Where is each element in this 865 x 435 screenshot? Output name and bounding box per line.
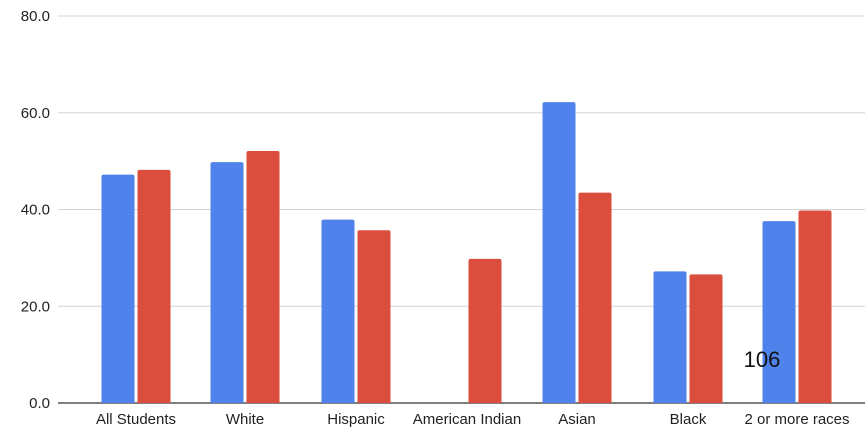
bar-series-1-all-students: [101, 174, 135, 403]
bar-series-2-black: [689, 274, 723, 403]
bar-series-1-hispanic: [321, 219, 355, 403]
y-tick-label: 60.0: [21, 105, 50, 122]
bar-series-1-2-or-more-races: [762, 221, 796, 403]
y-tick-label: 40.0: [21, 202, 50, 219]
y-tick-label: 0.0: [29, 395, 50, 412]
bar-series-1-black: [653, 271, 687, 403]
bar-series-2-white: [246, 150, 280, 403]
bar-series-2-asian: [578, 192, 612, 403]
bar-series-2-american-indian: [468, 258, 502, 403]
y-tick-label: 80.0: [21, 8, 50, 25]
bar-series-2-2-or-more-races: [798, 210, 832, 403]
x-tick-label: Black: [670, 411, 707, 428]
x-axis: All Students White Hispanic American Indian…: [96, 411, 850, 428]
x-tick-label: American Indian: [413, 411, 521, 428]
x-tick-label: 2 or more races: [744, 411, 849, 428]
bar-series-2-hispanic: [357, 230, 391, 403]
bar-series-1-white: [210, 162, 244, 403]
y-tick-label: 20.0: [21, 298, 50, 315]
bar-series-1-asian: [542, 102, 576, 404]
x-tick-label: Asian: [558, 411, 596, 428]
gridlines: [58, 15, 865, 404]
x-tick-label: All Students: [96, 411, 176, 428]
y-axis: 0.0 20.0 40.0 60.0 80.0: [21, 8, 50, 412]
x-tick-label: White: [226, 411, 264, 428]
bars: [101, 102, 832, 404]
annotation-label: 106: [744, 347, 781, 372]
x-tick-label: Hispanic: [327, 411, 385, 428]
bar-series-2-all-students: [137, 169, 171, 403]
